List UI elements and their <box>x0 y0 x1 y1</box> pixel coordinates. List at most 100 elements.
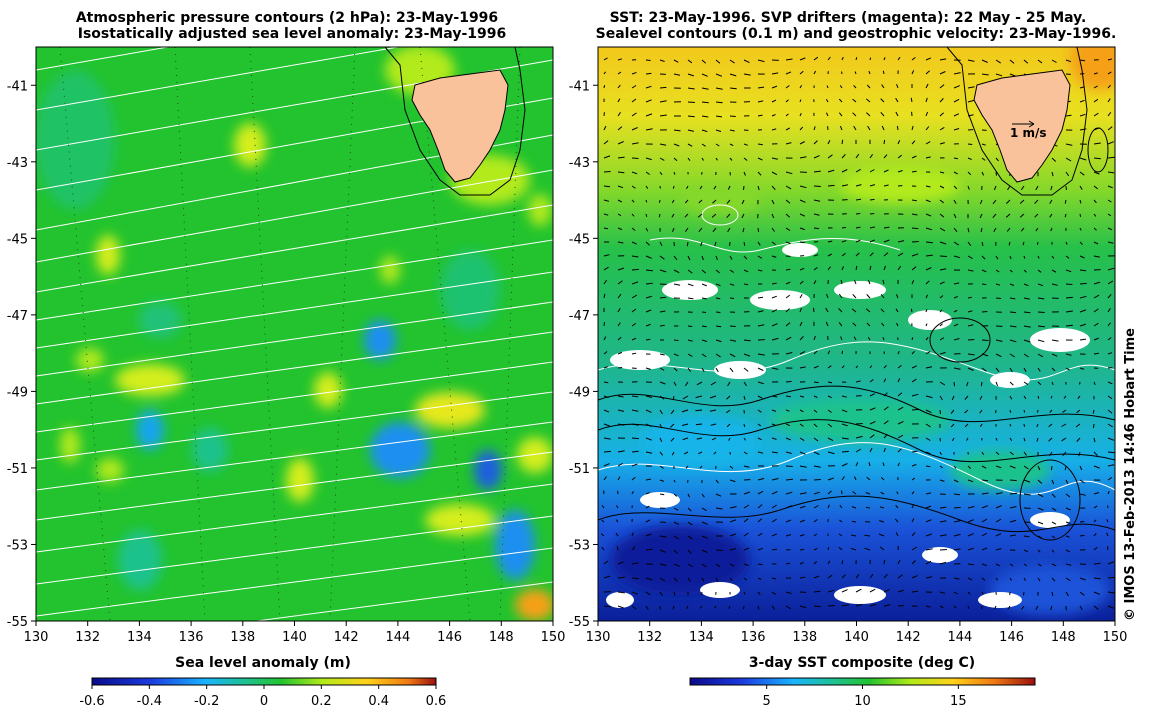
pressure-contours <box>36 47 553 621</box>
velocity-arrow <box>729 157 733 161</box>
velocity-arrow <box>743 241 746 246</box>
velocity-arrow <box>953 113 960 117</box>
velocity-arrow <box>953 465 957 469</box>
velocity-arrow <box>686 185 689 190</box>
velocity-arrow <box>911 378 917 383</box>
velocity-arrow <box>743 269 749 273</box>
velocity-arrow <box>827 504 830 509</box>
velocity-arrow <box>939 534 947 537</box>
velocity-arrow <box>967 353 975 356</box>
velocity-arrow <box>699 185 703 190</box>
velocity-arrow <box>882 462 885 467</box>
velocity-arrow <box>1079 323 1087 327</box>
velocity-arrow <box>673 255 678 261</box>
left-cb-tick-label: 0.2 <box>311 694 332 709</box>
velocity-arrow <box>701 87 709 90</box>
velocity-arrow <box>728 437 731 441</box>
velocity-arrow <box>1023 297 1030 300</box>
velocity-arrow <box>771 199 775 205</box>
velocity-arrow <box>687 563 694 568</box>
velocity-arrow <box>869 407 876 411</box>
velocity-arrow <box>743 59 750 64</box>
velocity-arrow <box>1023 563 1027 567</box>
velocity-arrow <box>603 476 607 481</box>
right-lon-tick-label: 150 <box>1103 630 1128 645</box>
velocity-arrow <box>925 409 932 414</box>
velocity-arrow <box>939 591 946 594</box>
velocity-arrow <box>672 605 675 610</box>
velocity-arrow <box>953 520 961 523</box>
velocity-arrow <box>995 283 1000 286</box>
velocity-arrow <box>1093 213 1097 217</box>
velocity-arrow <box>673 577 678 582</box>
velocity-arrow <box>757 100 764 103</box>
left-colorbar <box>91 677 437 686</box>
velocity-arrow <box>1075 423 1081 428</box>
velocity-arrow <box>1023 325 1031 328</box>
velocity-arrow <box>883 252 889 257</box>
velocity-arrow <box>743 339 751 342</box>
velocity-arrow <box>670 409 675 415</box>
velocity-arrow <box>897 240 905 243</box>
velocity-arrow <box>1037 465 1041 471</box>
velocity-arrow <box>631 157 639 159</box>
velocity-arrow <box>813 254 819 257</box>
right-title-line2: Sealevel contours (0.1 m) and geostrophi… <box>596 26 1117 42</box>
velocity-arrow <box>939 605 944 609</box>
right-lat-tick-label: -45 <box>569 232 590 247</box>
velocity-arrow <box>617 171 625 174</box>
velocity-arrow <box>698 227 703 233</box>
velocity-arrow <box>1023 339 1031 343</box>
velocity-arrow <box>1093 381 1096 385</box>
velocity-arrow <box>1065 507 1071 511</box>
left-cb-tick-label: -0.6 <box>79 694 104 709</box>
right-cb-tick-label: 5 <box>763 694 771 709</box>
velocity-arrow <box>967 506 975 509</box>
velocity-arrow <box>617 293 622 299</box>
velocity-arrow <box>869 588 876 593</box>
velocity-arrow <box>617 561 624 565</box>
velocity-arrow <box>671 451 675 456</box>
velocity-arrow <box>799 141 805 145</box>
velocity-arrow <box>925 267 932 271</box>
velocity-arrow <box>1037 269 1042 273</box>
velocity-arrow <box>1023 451 1027 456</box>
velocity-arrow <box>659 437 663 443</box>
velocity-arrow <box>799 84 803 89</box>
velocity-arrow <box>869 184 876 187</box>
velocity-arrow <box>799 409 804 413</box>
velocity-arrow <box>701 549 708 554</box>
velocity-arrow <box>603 199 610 202</box>
velocity-arrow <box>939 185 945 189</box>
velocity-arrow <box>757 437 762 441</box>
velocity-arrow <box>838 112 843 117</box>
velocity-arrow <box>967 339 975 341</box>
velocity-arrow <box>701 339 708 342</box>
velocity-arrow <box>995 465 1002 469</box>
velocity-arrow <box>785 58 793 61</box>
velocity-arrow <box>1107 293 1112 299</box>
cloud-mask <box>606 243 1090 608</box>
velocity-arrow <box>699 465 703 469</box>
right-lon-tick-label: 146 <box>999 630 1024 645</box>
velocity-arrow <box>1051 577 1056 582</box>
velocity-arrow <box>673 535 679 540</box>
velocity-arrow <box>709 409 717 412</box>
velocity-arrow <box>1093 605 1099 610</box>
velocity-arrow <box>925 199 931 203</box>
velocity-arrow <box>743 465 750 468</box>
velocity-arrow <box>813 451 820 455</box>
velocity-arrow <box>925 465 931 468</box>
right-title-line1: SST: 23-May-1996. SVP drifters (magenta)… <box>610 10 1087 26</box>
velocity-arrow <box>672 395 675 401</box>
velocity-arrow <box>645 295 653 299</box>
velocity-arrow <box>728 605 731 609</box>
velocity-arrow <box>1023 59 1029 64</box>
velocity-arrow <box>1051 521 1057 525</box>
velocity-arrow <box>1037 577 1041 582</box>
velocity-arrow <box>771 605 776 610</box>
velocity-arrow <box>631 281 639 285</box>
velocity-arrow <box>757 353 765 356</box>
velocity-arrow <box>878 533 885 537</box>
velocity-arrow <box>841 589 848 593</box>
